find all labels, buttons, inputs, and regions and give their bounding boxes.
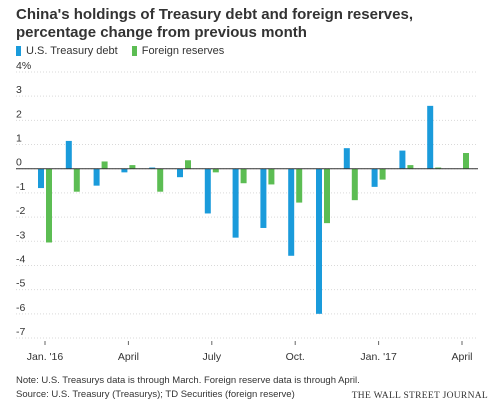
bar-treasury [93, 168, 100, 186]
y-tick-label: 3 [16, 84, 22, 96]
legend-label-reserves: Foreign reserves [141, 45, 225, 57]
bar-reserves [129, 165, 136, 169]
bar-reserves [268, 168, 275, 185]
legend-swatch-treasury [16, 46, 21, 56]
chart-title: China's holdings of Treasury debt and fo… [16, 6, 413, 41]
bar-reserves [46, 168, 52, 243]
bar-treasury [288, 168, 295, 256]
bar-treasury [427, 105, 434, 169]
bar-reserves [324, 168, 330, 224]
y-tick-label: -3 [16, 229, 25, 241]
legend-item-treasury: U.S. Treasury debt [16, 45, 118, 57]
bar-treasury [38, 168, 44, 189]
bar-treasury [121, 168, 128, 173]
bar-reserves [463, 153, 469, 169]
bar-reserves [435, 167, 442, 169]
y-tick-label: 2 [16, 108, 22, 120]
chart-note: Note: U.S. Treasurys data is through Mar… [16, 375, 360, 386]
bar-reserves [240, 168, 247, 184]
bar-reserves [379, 168, 386, 180]
x-tick-label: Oct. [286, 351, 305, 363]
x-tick-label: Jan. '16 [27, 351, 64, 363]
bar-treasury [316, 168, 322, 314]
x-tick-label: July [202, 351, 221, 363]
bar-reserves [407, 165, 414, 169]
bar-reserves [185, 160, 191, 169]
x-tick-label: April [118, 351, 139, 363]
x-tick-label: April [451, 351, 472, 363]
y-tick-label: -2 [16, 205, 25, 217]
legend-swatch-reserves [131, 46, 137, 56]
y-tick-label: -4 [16, 253, 25, 265]
bar-reserves [101, 161, 108, 169]
x-tick-label: Jan. '17 [360, 351, 397, 363]
chart-source: Source: U.S. Treasury (Treasurys); TD Se… [16, 389, 295, 400]
bar-treasury [260, 168, 267, 228]
y-tick-label: -6 [16, 302, 25, 314]
y-tick-label: 1 [16, 133, 22, 145]
bar-treasury [232, 168, 239, 238]
bar-reserves [212, 168, 219, 173]
bar-reserves [296, 168, 303, 203]
publisher-brand: THE WALL STREET JOURNAL [351, 391, 488, 401]
legend-label-treasury: U.S. Treasury debt [26, 45, 118, 57]
y-tick-label: -1 [16, 181, 25, 193]
bar-treasury [177, 168, 183, 178]
bar-treasury [371, 168, 378, 187]
y-tick-label: -5 [16, 278, 25, 290]
y-tick-label: 0 [16, 157, 22, 169]
bar-treasury [343, 148, 350, 169]
y-tick-label: -7 [16, 326, 25, 338]
y-tick-label: 4% [16, 60, 31, 72]
bar-reserves [157, 168, 164, 192]
legend-item-reserves: Foreign reserves [131, 45, 225, 57]
bar-treasury [204, 168, 211, 214]
chart-legend: U.S. Treasury debt Foreign reserves [16, 44, 238, 58]
bar-treasury [149, 167, 156, 169]
bar-treasury [399, 150, 406, 169]
bar-reserves [73, 168, 80, 192]
bar-reserves [351, 168, 358, 201]
bar-treasury [65, 140, 72, 169]
